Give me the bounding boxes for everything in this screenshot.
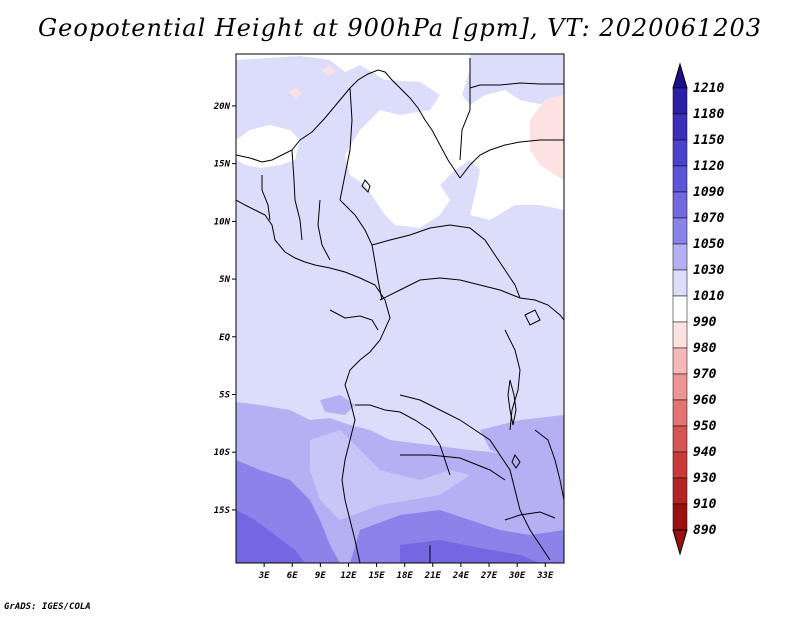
colorbar-top-arrow bbox=[672, 62, 688, 89]
x-tick-label: 33E bbox=[536, 571, 554, 581]
y-tick-label: 5S bbox=[219, 390, 230, 400]
colorbar-bottom-arrow bbox=[672, 529, 688, 556]
y-tick-label: EQ bbox=[219, 333, 230, 343]
height-field bbox=[236, 54, 564, 563]
colorbar-swatch bbox=[672, 399, 688, 427]
y-axis: 20N 15N 10N 5N EQ 5S 10S 15S bbox=[213, 102, 236, 516]
field-1030-1050-east bbox=[480, 415, 564, 460]
colorbar-label: 910 bbox=[693, 497, 717, 512]
colorbar-swatch bbox=[672, 451, 688, 479]
colorbar-swatch bbox=[672, 503, 688, 531]
colorbar-swatch bbox=[672, 113, 688, 141]
colorbar-label: 1010 bbox=[693, 289, 724, 304]
x-tick-label: 12E bbox=[340, 571, 357, 581]
x-tick-label: 9E bbox=[315, 571, 326, 581]
colorbar-label: 1150 bbox=[693, 133, 724, 148]
map-title: Geopotential Height at 900hPa [gpm], VT:… bbox=[38, 14, 762, 42]
x-tick-label: 18E bbox=[397, 571, 414, 581]
colorbar-swatch bbox=[672, 347, 688, 375]
field-980-990-east bbox=[530, 95, 564, 180]
colorbar-swatch bbox=[672, 295, 688, 323]
y-tick-label: 10S bbox=[214, 448, 231, 458]
colorbar-swatch bbox=[672, 269, 688, 297]
x-tick-label: 3E bbox=[258, 571, 270, 581]
colorbar-swatch bbox=[672, 477, 688, 505]
colorbar-swatch bbox=[672, 217, 688, 245]
field-1030-1050-spot bbox=[320, 395, 355, 415]
field-990-1010-north bbox=[236, 54, 564, 228]
map-frame bbox=[235, 53, 565, 564]
field-980-990-spot1 bbox=[288, 88, 302, 98]
credit-label: GrADS: IGES/COLA bbox=[4, 602, 91, 612]
colorbar-label: 950 bbox=[693, 419, 717, 434]
colorbar-label: 1050 bbox=[693, 237, 724, 252]
colorbar-swatch bbox=[672, 321, 688, 349]
colorbar-label: 1090 bbox=[693, 185, 724, 200]
x-tick-label: 21E bbox=[424, 571, 442, 581]
field-1070-1090-south bbox=[400, 540, 540, 563]
colorbar-label: 1070 bbox=[693, 211, 724, 226]
field-1070-1090-west bbox=[236, 510, 305, 563]
colorbar-label: 1180 bbox=[693, 107, 724, 122]
colorbar-swatch bbox=[672, 191, 688, 219]
y-tick-label: 15S bbox=[214, 506, 231, 516]
colorbar-label: 930 bbox=[693, 471, 717, 486]
colorbar-swatch bbox=[672, 373, 688, 401]
colorbar-swatch bbox=[672, 165, 688, 193]
colorbar: 1210 1180 1150 1120 1090 1070 1050 1030 1010 990 9… bbox=[672, 62, 724, 556]
colorbar-label: 970 bbox=[693, 367, 717, 382]
colorbar-swatch bbox=[672, 87, 688, 115]
y-tick-label: 10N bbox=[214, 217, 231, 227]
x-tick-label: 27E bbox=[480, 571, 498, 581]
y-tick-label: 5N bbox=[219, 275, 230, 285]
colorbar-label: 1030 bbox=[693, 263, 724, 278]
x-tick-label: 15E bbox=[368, 571, 385, 581]
colorbar-label: 980 bbox=[693, 341, 717, 356]
colorbar-swatch bbox=[672, 139, 688, 167]
colorbar-label: 890 bbox=[693, 523, 717, 538]
colorbar-swatch bbox=[672, 243, 688, 271]
x-tick-label: 30E bbox=[508, 571, 526, 581]
x-tick-label: 6E bbox=[287, 571, 298, 581]
colorbar-label: 990 bbox=[693, 315, 717, 330]
field-980-990-spot2 bbox=[322, 66, 336, 76]
colorbar-label: 960 bbox=[693, 393, 717, 408]
lakes bbox=[361, 179, 541, 469]
colorbar-label: 940 bbox=[693, 445, 717, 460]
x-tick-label: 24E bbox=[452, 571, 470, 581]
y-tick-label: 15N bbox=[214, 160, 231, 170]
colorbar-swatch bbox=[672, 425, 688, 453]
colorbar-label: 1120 bbox=[693, 159, 724, 174]
field-990-1010-west bbox=[236, 125, 300, 168]
borders bbox=[236, 58, 564, 563]
field-gap bbox=[236, 170, 345, 205]
x-axis: 3E 6E 9E 12E 15E 18E 21E 24E 27E 30E 33E bbox=[258, 563, 554, 581]
field-transition bbox=[310, 430, 470, 520]
colorbar-label: 1210 bbox=[693, 81, 724, 96]
y-tick-label: 20N bbox=[213, 102, 231, 112]
